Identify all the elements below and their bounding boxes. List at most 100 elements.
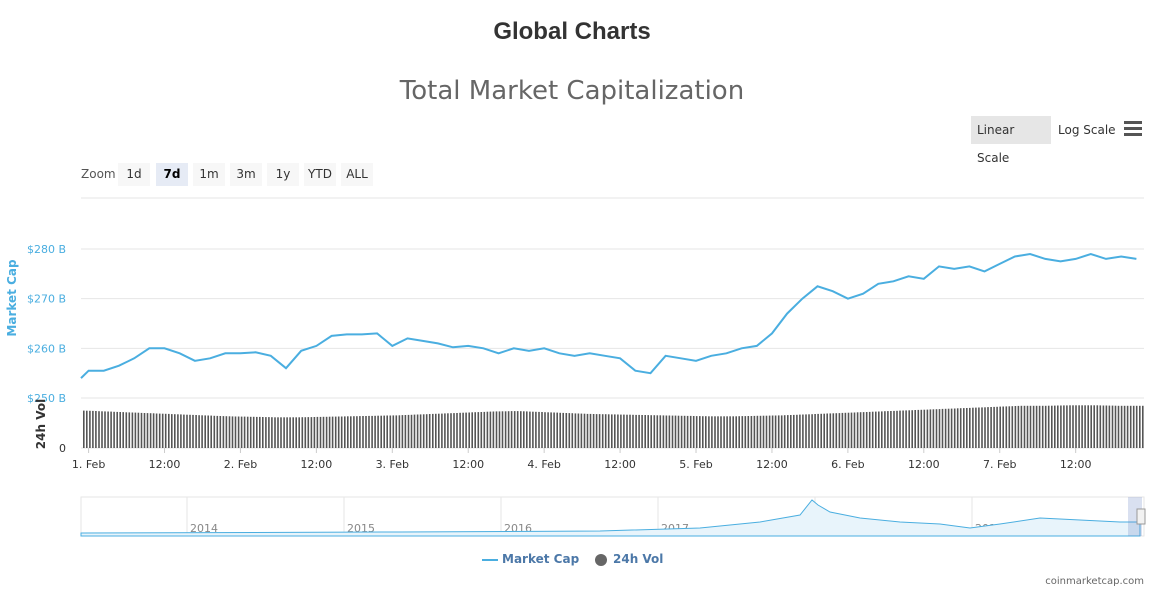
volume-bar	[289, 417, 291, 448]
volume-bar	[286, 417, 288, 448]
y-axis-label-market-cap: Market Cap	[5, 259, 19, 337]
volume-bar	[586, 413, 589, 448]
volume-bar	[256, 416, 258, 448]
volume-bar	[419, 414, 422, 448]
volume-bar	[231, 416, 234, 448]
volume-bar	[350, 416, 352, 448]
volume-bar	[249, 416, 252, 448]
volume-bar	[340, 416, 343, 448]
volume-bar	[195, 415, 197, 448]
volume-bar	[95, 411, 97, 448]
volume-bar	[313, 417, 316, 448]
volume-bar	[465, 412, 467, 448]
volume-bar	[1078, 405, 1080, 448]
volume-bar	[559, 412, 561, 448]
volume-bar	[756, 415, 759, 448]
volume-bar	[368, 415, 370, 448]
volume-bar	[871, 411, 874, 448]
legend-item-market-cap[interactable]: Market Cap	[482, 552, 579, 570]
volume-bar	[1117, 405, 1120, 448]
volume-bar	[814, 414, 816, 448]
volume-bar	[972, 407, 974, 448]
volume-bar	[201, 415, 203, 448]
volume-bar	[914, 410, 916, 448]
volume-bar	[632, 414, 634, 448]
legend-item-24h-vol[interactable]: 24h Vol	[595, 552, 663, 570]
volume-bar	[480, 412, 483, 448]
volume-bar	[186, 414, 188, 448]
linear-scale-button[interactable]: Linear Scale	[971, 116, 1051, 165]
volume-bar	[938, 409, 941, 448]
volume-bar	[981, 407, 983, 448]
navigator-selection	[1128, 497, 1142, 536]
zoom-button-1d[interactable]: 1d	[118, 163, 150, 186]
volume-bar	[1139, 405, 1141, 448]
volume-bar	[86, 410, 88, 448]
volume-bar	[477, 412, 480, 448]
zoom-button-all[interactable]: ALL	[341, 163, 373, 186]
volume-bar	[604, 414, 607, 448]
volume-bar	[177, 414, 179, 448]
hamburger-menu-icon[interactable]	[1124, 121, 1142, 137]
volume-bar	[104, 411, 106, 448]
volume-bar	[841, 412, 844, 448]
circle-swatch-icon	[595, 553, 607, 566]
volume-bar	[823, 413, 825, 448]
volume-bar	[568, 413, 571, 448]
volume-bar	[225, 416, 228, 448]
volume-bar	[516, 411, 519, 448]
volume-bar	[783, 415, 786, 448]
volume-bar	[926, 409, 929, 448]
y-axis-label-24h-vol: 24h Vol	[34, 399, 48, 449]
volume-bar	[947, 408, 950, 448]
volume-bar	[920, 409, 923, 448]
volume-bar	[252, 416, 255, 448]
volume-bar	[271, 417, 273, 448]
volume-bar	[771, 415, 774, 448]
zoom-button-1m[interactable]: 1m	[193, 163, 225, 186]
volume-bar	[683, 415, 686, 448]
volume-bar	[149, 413, 152, 448]
volume-bar	[1044, 405, 1047, 448]
volume-bar	[765, 415, 768, 448]
y-tick-label: $270 B	[27, 293, 66, 306]
volume-bar	[1011, 406, 1014, 448]
volume-bar	[501, 411, 504, 448]
volume-bar	[347, 416, 349, 448]
volume-bar	[1069, 405, 1071, 448]
y-tick-label: $250 B	[27, 392, 66, 405]
volume-bar	[1105, 405, 1108, 448]
legend-label-24h-vol: 24h Vol	[613, 552, 664, 566]
volume-bar	[380, 415, 382, 448]
x-tick-label: 12:00	[301, 458, 333, 471]
page-heading: Global Charts	[493, 18, 651, 45]
volume-bar	[234, 416, 237, 448]
volume-bar	[158, 413, 161, 448]
volume-bar	[356, 416, 358, 448]
volume-bar	[398, 415, 401, 448]
zoom-button-3m[interactable]: 3m	[230, 163, 262, 186]
volume-bar	[441, 413, 443, 448]
volume-bar	[583, 413, 586, 448]
volume-bar	[131, 412, 134, 448]
volume-bar	[171, 414, 173, 448]
zoom-button-7d[interactable]: 7d	[156, 163, 188, 186]
volume-bar	[535, 411, 537, 448]
zoom-button-1y[interactable]: 1y	[267, 163, 299, 186]
volume-bar	[553, 412, 555, 448]
volume-bar	[113, 411, 115, 448]
x-tick-label: 12:00	[149, 458, 181, 471]
volume-bar	[507, 411, 510, 448]
volume-bar	[416, 414, 419, 448]
volume-bar	[917, 409, 920, 448]
volume-bar	[322, 416, 325, 448]
volume-bar	[790, 415, 792, 448]
volume-bar	[456, 413, 458, 448]
volume-bar	[204, 415, 206, 448]
volume-bar	[1066, 405, 1068, 448]
log-scale-button[interactable]: Log Scale	[1058, 123, 1116, 137]
zoom-button-ytd[interactable]: YTD	[304, 163, 336, 186]
volume-bar	[383, 415, 385, 448]
volume-bar	[337, 416, 340, 448]
